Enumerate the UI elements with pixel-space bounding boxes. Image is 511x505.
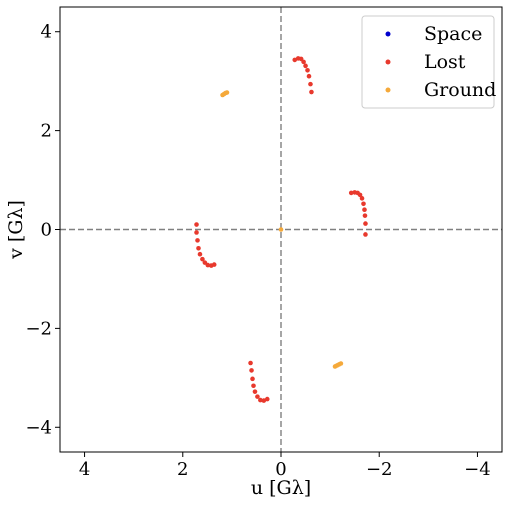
data-point bbox=[278, 227, 284, 232]
data-point bbox=[258, 397, 263, 403]
data-point bbox=[195, 238, 200, 243]
data-point bbox=[211, 262, 217, 267]
legend-marker bbox=[385, 31, 391, 37]
data-point bbox=[224, 90, 230, 95]
data-point bbox=[249, 368, 254, 373]
data-point bbox=[306, 73, 312, 79]
y-tick-label: −2 bbox=[25, 318, 52, 339]
data-point bbox=[197, 251, 203, 257]
x-tick-label: 0 bbox=[275, 459, 286, 480]
legend-marker bbox=[385, 59, 391, 65]
x-tick-label: 2 bbox=[177, 459, 188, 480]
data-point bbox=[362, 207, 367, 213]
data-point bbox=[308, 81, 313, 87]
y-tick-label: 2 bbox=[41, 121, 52, 142]
data-point bbox=[363, 232, 368, 237]
x-axis-label: u [Gλ] bbox=[251, 477, 311, 499]
y-tick-label: 4 bbox=[41, 22, 52, 43]
data-point bbox=[194, 230, 199, 235]
data-point bbox=[196, 245, 201, 251]
data-point bbox=[292, 57, 298, 63]
data-point bbox=[357, 192, 363, 198]
axis-ticks: 4 2 0 −2 −4 4 2 0 −2 −4 bbox=[25, 6, 503, 480]
data-point bbox=[250, 376, 255, 382]
x-tick-label: −2 bbox=[366, 459, 393, 480]
data-point bbox=[363, 221, 368, 226]
data-point bbox=[303, 63, 308, 69]
data-point bbox=[251, 383, 256, 389]
data-point bbox=[305, 67, 310, 73]
legend-label: Lost bbox=[424, 51, 466, 73]
legend-label: Ground bbox=[424, 79, 496, 101]
data-point bbox=[359, 196, 365, 201]
y-axis-label: v [Gλ] bbox=[5, 200, 27, 260]
data-point bbox=[361, 201, 366, 207]
legend-label: Space bbox=[424, 23, 482, 45]
series-ground bbox=[220, 90, 344, 369]
y-tick-label: 0 bbox=[41, 220, 52, 241]
plot-area bbox=[60, 7, 502, 452]
legend-marker bbox=[385, 87, 391, 93]
data-point bbox=[255, 394, 260, 399]
legend: Space Lost Ground bbox=[361, 15, 496, 109]
data-point bbox=[261, 398, 267, 403]
data-point bbox=[248, 360, 253, 366]
legend-box bbox=[361, 15, 495, 109]
data-point bbox=[252, 389, 258, 394]
data-point bbox=[301, 59, 306, 65]
data-point bbox=[194, 222, 199, 227]
data-point bbox=[200, 256, 205, 262]
y-tick-label: −4 bbox=[25, 417, 52, 438]
series-lost bbox=[194, 56, 368, 403]
x-tick-label: 4 bbox=[79, 459, 90, 480]
data-point bbox=[338, 361, 344, 366]
data-point bbox=[362, 213, 368, 218]
data-point bbox=[348, 190, 354, 196]
data-point bbox=[309, 89, 314, 95]
data-point bbox=[205, 262, 211, 268]
data-point bbox=[264, 396, 270, 402]
x-tick-label: −4 bbox=[464, 459, 491, 480]
